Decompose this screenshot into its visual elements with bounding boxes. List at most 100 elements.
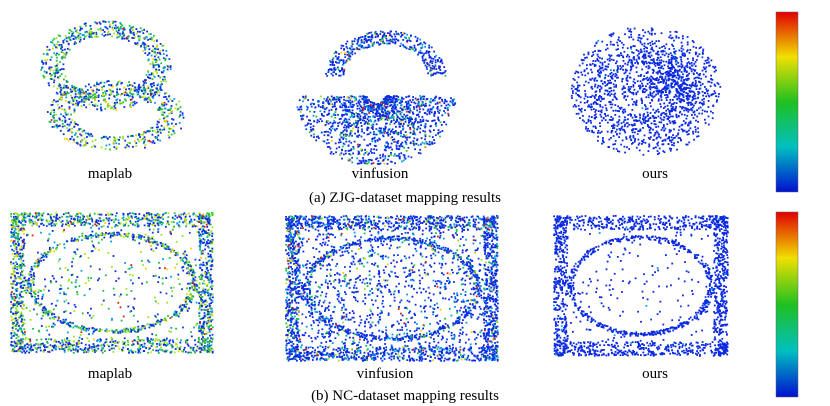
point [608,82,610,84]
point [341,69,343,72]
point [683,129,686,132]
point [366,109,369,112]
point [152,58,155,61]
point [80,27,82,30]
point [90,101,93,104]
point [390,161,393,163]
point [596,99,599,101]
point [672,72,675,75]
point [658,78,660,81]
point [396,119,398,122]
point [591,71,593,74]
point [676,73,679,76]
point [429,66,432,69]
point [667,108,669,111]
point [378,103,381,106]
point [444,100,447,103]
point [610,81,613,84]
point [142,50,145,52]
point [587,72,589,75]
point [76,142,79,145]
point [363,103,366,106]
point [443,110,445,112]
point [64,92,67,94]
point [599,50,602,52]
point [126,92,128,95]
point [72,31,75,34]
point [349,47,351,50]
point [601,98,604,100]
point [642,79,644,81]
point [658,135,660,138]
point [637,39,639,42]
point [672,99,674,101]
point [413,122,415,125]
point [376,115,379,117]
point [306,108,309,111]
point [439,69,442,71]
point [175,123,177,125]
point [706,59,709,62]
point [141,339,143,341]
point [428,135,431,138]
point [606,84,608,86]
point [649,92,652,95]
point [112,141,115,144]
point [715,69,717,72]
point [584,95,587,97]
point [400,42,403,45]
point [99,107,102,110]
point [591,94,594,97]
point [591,87,594,90]
point [581,59,584,62]
point [611,119,614,121]
point [156,51,159,54]
point [661,50,664,52]
point [422,101,424,104]
point [618,127,621,130]
point [677,137,680,139]
point [585,127,587,130]
point [699,106,702,109]
point [683,69,686,72]
point [655,45,658,48]
point [599,113,602,116]
point [116,94,118,96]
point [604,76,606,79]
point [635,71,638,73]
point [142,32,145,34]
point [162,80,165,83]
point [671,144,673,146]
point [612,147,615,150]
point [688,51,691,54]
point [681,113,683,116]
point [622,55,624,58]
point [200,256,202,259]
point [380,127,383,130]
point [127,85,129,87]
point [201,249,204,252]
point [390,142,393,145]
point [321,106,324,109]
point [357,48,359,50]
point [660,99,663,101]
point [96,108,99,111]
point [433,119,436,122]
point [638,36,641,39]
point [370,148,373,151]
point [615,62,617,65]
point [405,96,408,98]
point [356,123,359,125]
point [377,119,380,122]
point [583,97,586,100]
point [600,111,603,114]
point [143,82,146,84]
point [113,32,116,35]
point [663,125,665,128]
point [434,111,436,113]
point [691,40,694,42]
point [690,107,693,110]
point [714,92,717,94]
point [91,104,94,106]
point [130,106,132,108]
